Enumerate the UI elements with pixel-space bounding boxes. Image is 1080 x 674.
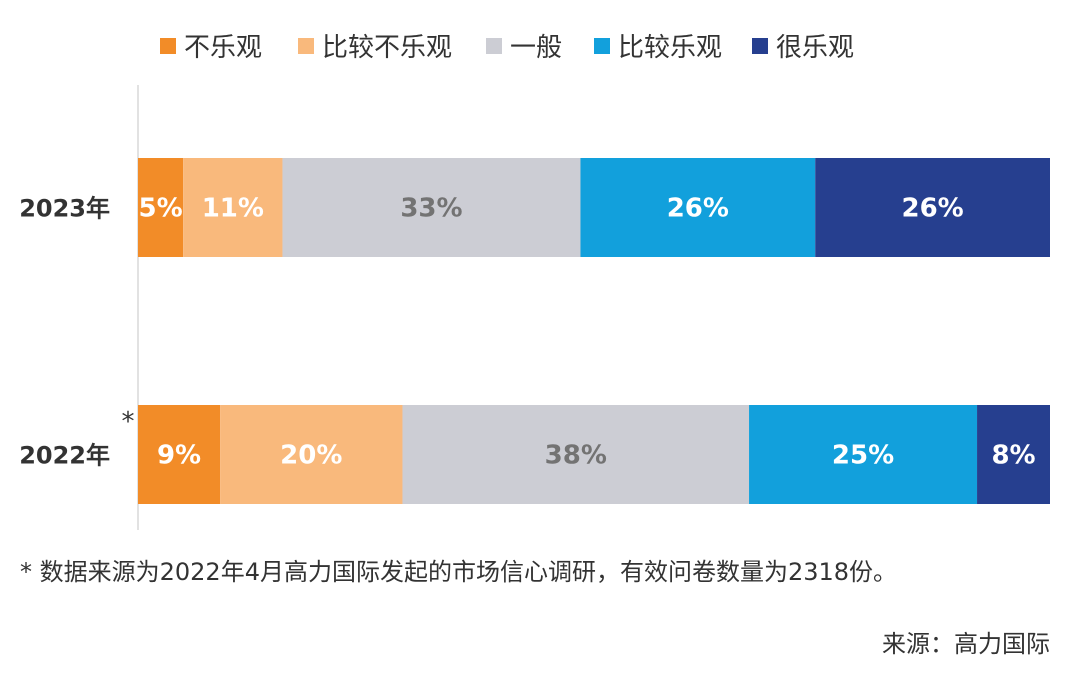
data-label-0-4: 26% [901,194,963,224]
bar-segment-0-4 [815,158,1050,257]
data-label-0-1: 11% [202,194,264,224]
legend-label-1: 比较不乐观 [322,33,452,63]
data-label-1-1: 20% [280,441,342,471]
legend-swatch-1 [298,38,314,54]
bar-segment-1-0 [138,405,221,504]
bar-segment-1-4 [977,405,1050,504]
category-labels: 2023年 2022年 * [19,195,134,470]
data-label-0-0: 5% [138,194,182,224]
data-label-1-2: 38% [545,441,607,471]
bar-segment-0-0 [138,158,184,257]
data-label-1-3: 25% [832,441,894,471]
bar-segment-0-1 [183,158,283,257]
legend-label-2: 一般 [510,33,562,63]
bar-segment-0-3 [580,158,816,257]
stacked-bar-chart: 不乐观 比较不乐观 一般 比较乐观 很乐观 5% 11% 33% 26% 26% 9% 20% 38%… [19,33,1050,530]
category-label-1: 2022年 [19,442,110,470]
legend-label-3: 比较乐观 [618,33,722,63]
data-label-1-0: 9% [157,441,201,471]
legend-swatch-3 [594,38,610,54]
bar-segment-1-3 [749,405,978,504]
legend-label-0: 不乐观 [184,33,262,63]
bar-segment-0-2 [282,158,581,257]
source-note: 来源：高力国际 [882,630,1050,658]
legend-swatch-4 [752,38,768,54]
legend: 不乐观 比较不乐观 一般 比较乐观 很乐观 [160,33,854,63]
data-label-1-4: 8% [991,441,1035,471]
bar-segment-1-1 [220,405,403,504]
data-label-0-2: 33% [400,194,462,224]
legend-label-4: 很乐观 [776,33,854,63]
footnote: * 数据来源为2022年4月高力国际发起的市场信心调研，有效问卷数量为2318份… [20,558,898,586]
bars: 5% 11% 33% 26% 26% 9% 20% 38% 25% 8% [138,158,1050,504]
data-label-0-3: 26% [667,194,729,224]
legend-swatch-0 [160,38,176,54]
legend-swatch-2 [486,38,502,54]
category-label-0: 2023年 [19,195,110,223]
bar-segment-1-2 [402,405,750,504]
category-marker-1: * [122,407,135,437]
